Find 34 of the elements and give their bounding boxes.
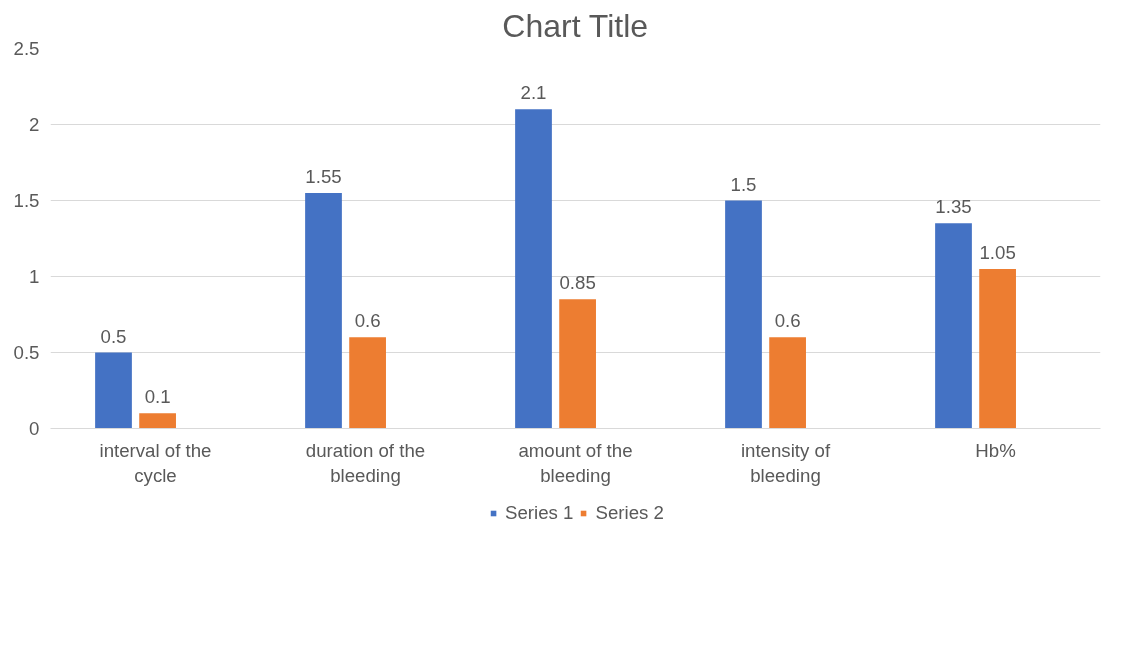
x-tick-label: duration of the bleeding: [305, 439, 426, 486]
y-tick-label: 0.5: [13, 342, 40, 363]
y-tick-label: 2.5: [13, 38, 40, 59]
y-tick-label: 2: [29, 114, 40, 135]
y-tick-label: 1: [29, 266, 40, 287]
chart-title: Chart Title: [502, 7, 649, 44]
data-label: 0.1: [144, 386, 171, 408]
data-label: 2.1: [520, 82, 547, 104]
bar: [769, 337, 806, 429]
y-tick-label: 0: [29, 418, 40, 439]
x-tick-label: amount of the bleeding: [518, 439, 633, 486]
bar: [349, 337, 386, 429]
x-tick-label: Hb%: [975, 439, 1016, 461]
bar: [305, 192, 342, 429]
bar: [979, 268, 1016, 429]
bar: [559, 299, 596, 429]
data-label: 0.6: [774, 310, 801, 332]
data-label: 1.55: [305, 165, 342, 187]
bar: [515, 109, 552, 429]
bar: [139, 413, 176, 429]
data-label: 1.05: [979, 241, 1016, 263]
data-label: 0.85: [559, 272, 596, 294]
x-tick-label: intensity of bleeding: [740, 439, 831, 486]
data-label: 0.6: [354, 310, 381, 332]
data-label: 0.5: [100, 325, 127, 347]
bar: [725, 200, 762, 429]
bar: [935, 223, 972, 429]
data-label: 1.35: [935, 196, 972, 218]
bar: [95, 352, 132, 429]
data-label: 1.5: [730, 173, 757, 195]
x-tick-label: interval of the cycle: [99, 439, 212, 486]
legend-label: Series 2: [595, 502, 664, 524]
legend-label: Series 1: [505, 502, 574, 524]
y-tick-label: 1.5: [13, 190, 40, 211]
